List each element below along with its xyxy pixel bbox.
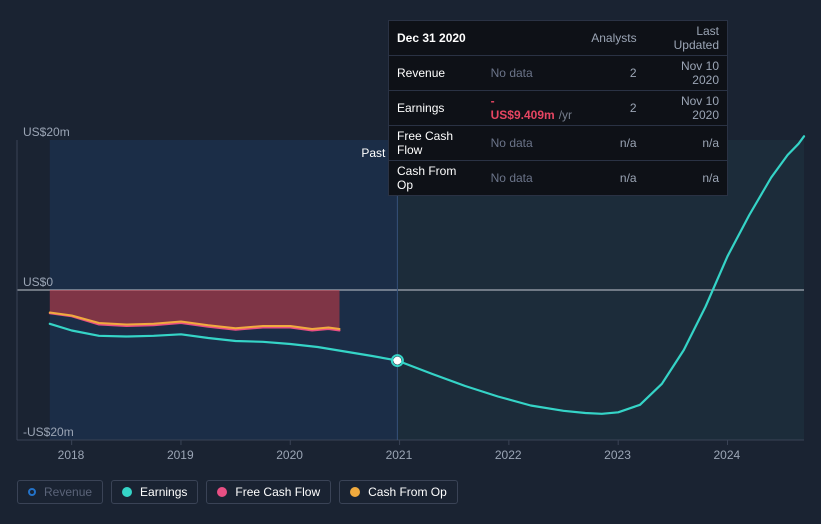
legend-item-earnings[interactable]: Earnings bbox=[111, 480, 198, 504]
tooltip-metric-value: No data bbox=[491, 171, 533, 185]
legend-item-cash-from-op[interactable]: Cash From Op bbox=[339, 480, 458, 504]
tooltip-updated-date: Nov 10 2020 bbox=[645, 91, 727, 126]
tooltip-metric-label: Revenue bbox=[389, 56, 483, 91]
legend-item-revenue[interactable]: Revenue bbox=[17, 480, 103, 504]
tooltip-analysts-count: n/a bbox=[583, 161, 644, 196]
tooltip-metric-value: No data bbox=[491, 136, 533, 150]
tooltip-row: Revenue No data 2Nov 10 2020 bbox=[389, 56, 727, 91]
legend-item-label: Revenue bbox=[44, 485, 92, 499]
tooltip-row: Earnings -US$9.409m/yr 2Nov 10 2020 bbox=[389, 91, 727, 126]
x-axis-tick-label: 2023 bbox=[604, 448, 631, 462]
legend-item-label: Free Cash Flow bbox=[235, 485, 320, 499]
x-axis-tick-label: 2021 bbox=[386, 448, 413, 462]
tooltip-col-updated: Last Updated bbox=[645, 21, 727, 56]
legend: Revenue Earnings Free Cash Flow Cash From O… bbox=[17, 480, 458, 504]
x-axis-tick-label: 2022 bbox=[495, 448, 522, 462]
tooltip-col-analysts: Analysts bbox=[583, 21, 644, 56]
y-axis-tick-label: US$20m bbox=[23, 125, 70, 139]
tooltip-updated-date: Nov 10 2020 bbox=[645, 56, 727, 91]
tooltip-metric-label: Cash From Op bbox=[389, 161, 483, 196]
x-axis-tick-label: 2018 bbox=[58, 448, 85, 462]
tooltip-date: Dec 31 2020 bbox=[389, 21, 483, 56]
tooltip-metric-label: Earnings bbox=[389, 91, 483, 126]
legend-swatch-icon bbox=[217, 487, 227, 497]
tooltip-updated-date: n/a bbox=[645, 161, 727, 196]
legend-item-label: Cash From Op bbox=[368, 485, 447, 499]
tooltip-per-suffix: /yr bbox=[559, 108, 572, 122]
tooltip-analysts-count: n/a bbox=[583, 126, 644, 161]
legend-swatch-icon bbox=[28, 488, 36, 496]
tooltip-analysts-count: 2 bbox=[583, 56, 644, 91]
tooltip-row: Cash From Op No data n/an/a bbox=[389, 161, 727, 196]
tooltip-row: Free Cash Flow No data n/an/a bbox=[389, 126, 727, 161]
tooltip-metric-value: -US$9.409m bbox=[491, 94, 555, 122]
past-section-label: Past bbox=[361, 146, 385, 160]
legend-swatch-icon bbox=[122, 487, 132, 497]
data-tooltip: Dec 31 2020 Analysts Last Updated Revenu… bbox=[388, 20, 728, 196]
financial-forecast-chart: Dec 31 2020 Analysts Last Updated Revenu… bbox=[0, 0, 821, 524]
x-axis-tick-label: 2020 bbox=[276, 448, 303, 462]
tooltip-metric-label: Free Cash Flow bbox=[389, 126, 483, 161]
legend-swatch-icon bbox=[350, 487, 360, 497]
legend-item-label: Earnings bbox=[140, 485, 187, 499]
x-axis-tick-label: 2019 bbox=[167, 448, 194, 462]
y-axis-tick-label: US$0 bbox=[23, 275, 53, 289]
y-axis-tick-label: -US$20m bbox=[23, 425, 74, 439]
tooltip-updated-date: n/a bbox=[645, 126, 727, 161]
x-axis-tick-label: 2024 bbox=[713, 448, 740, 462]
tooltip-metric-value: No data bbox=[491, 66, 533, 80]
tooltip-analysts-count: 2 bbox=[583, 91, 644, 126]
legend-item-free-cash-flow[interactable]: Free Cash Flow bbox=[206, 480, 331, 504]
